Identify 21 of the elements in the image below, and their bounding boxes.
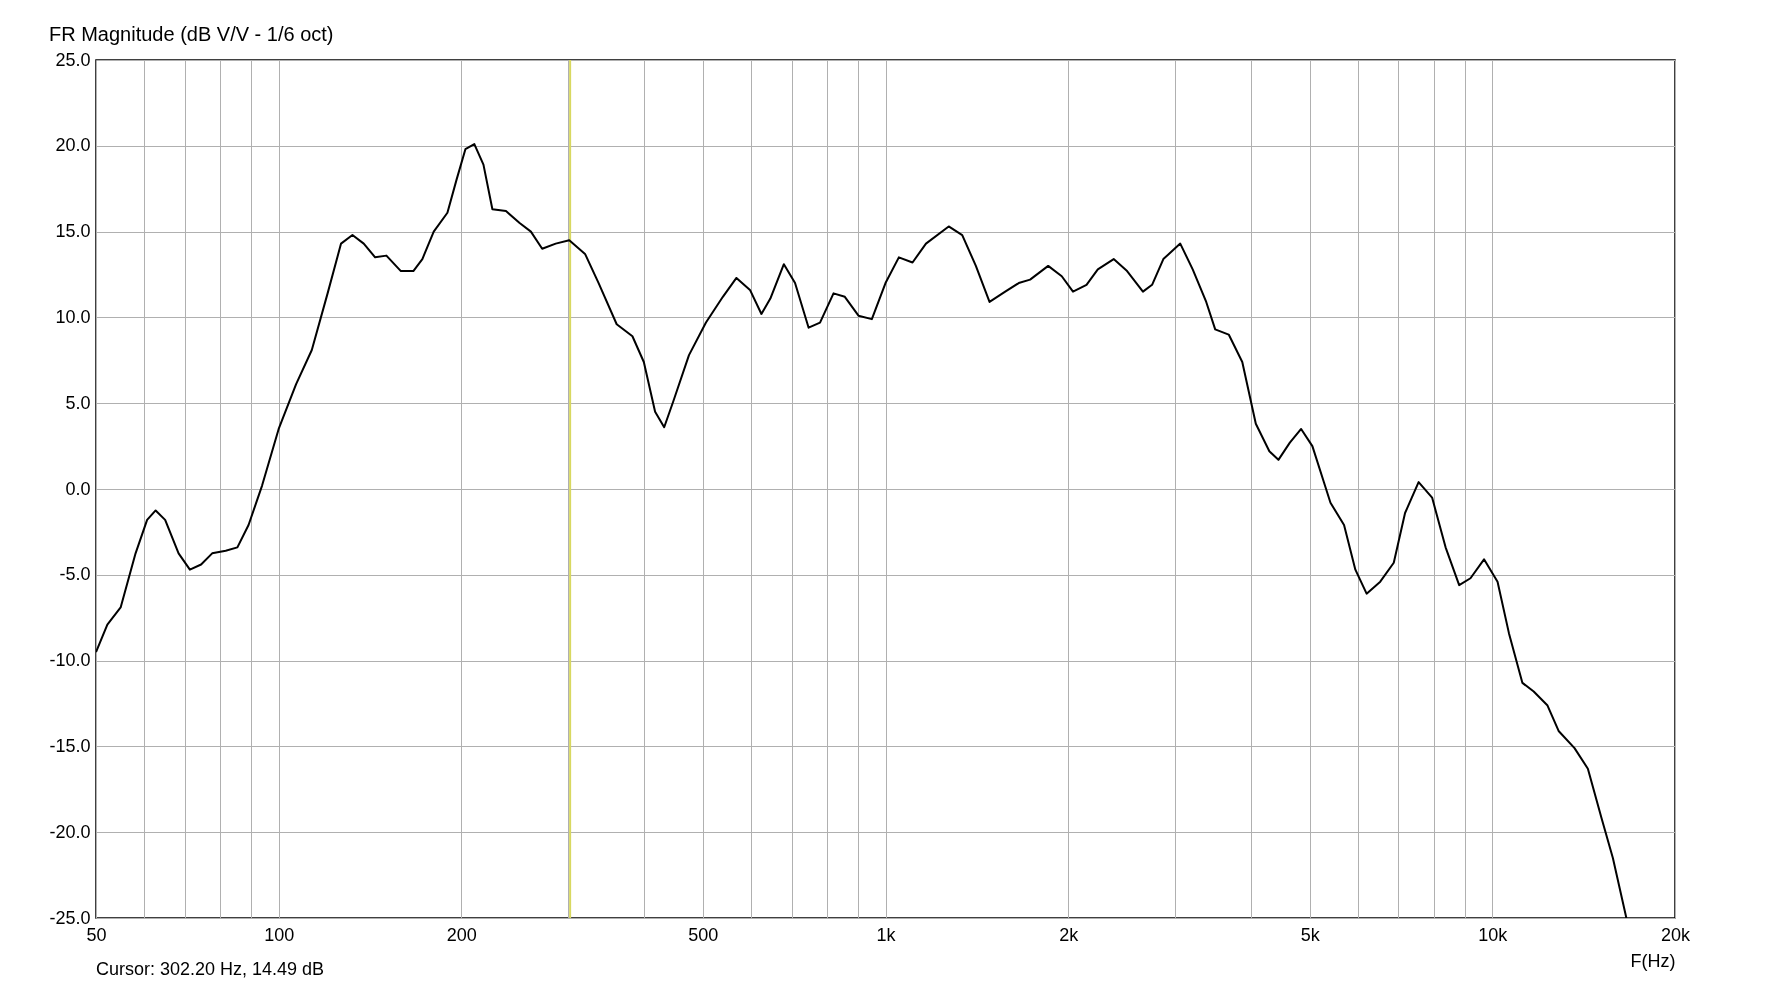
x-tick-label: 500: [688, 924, 719, 945]
y-tick-label: 5.0: [65, 392, 91, 413]
y-tick-label: -20.0: [49, 821, 91, 842]
x-tick-label: 1k: [876, 924, 897, 945]
y-tick-label: -15.0: [49, 735, 91, 756]
y-tick-label: 25.0: [55, 49, 91, 70]
x-tick-label: 10k: [1478, 924, 1509, 945]
y-tick-label: 15.0: [55, 221, 91, 242]
x-tick-label: 5k: [1300, 924, 1321, 945]
y-tick-label: -5.0: [59, 564, 91, 585]
x-tick-label: 20k: [1660, 924, 1692, 945]
y-tick-label: 20.0: [55, 135, 91, 156]
x-tick-label: 200: [446, 924, 477, 945]
x-tick-label: 2k: [1059, 924, 1080, 945]
x-axis-title: F(Hz): [1630, 950, 1676, 971]
y-tick-label: 10.0: [55, 306, 91, 327]
chart-title: FR Magnitude (dB V/V - 1/6 oct): [48, 23, 334, 45]
y-tick-label: -10.0: [49, 650, 91, 671]
text: Cursor: 302.20 Hz, 14.49 dB: [96, 959, 325, 979]
y-tick-label: 0.0: [65, 478, 91, 499]
x-tick-label: 100: [264, 924, 295, 945]
